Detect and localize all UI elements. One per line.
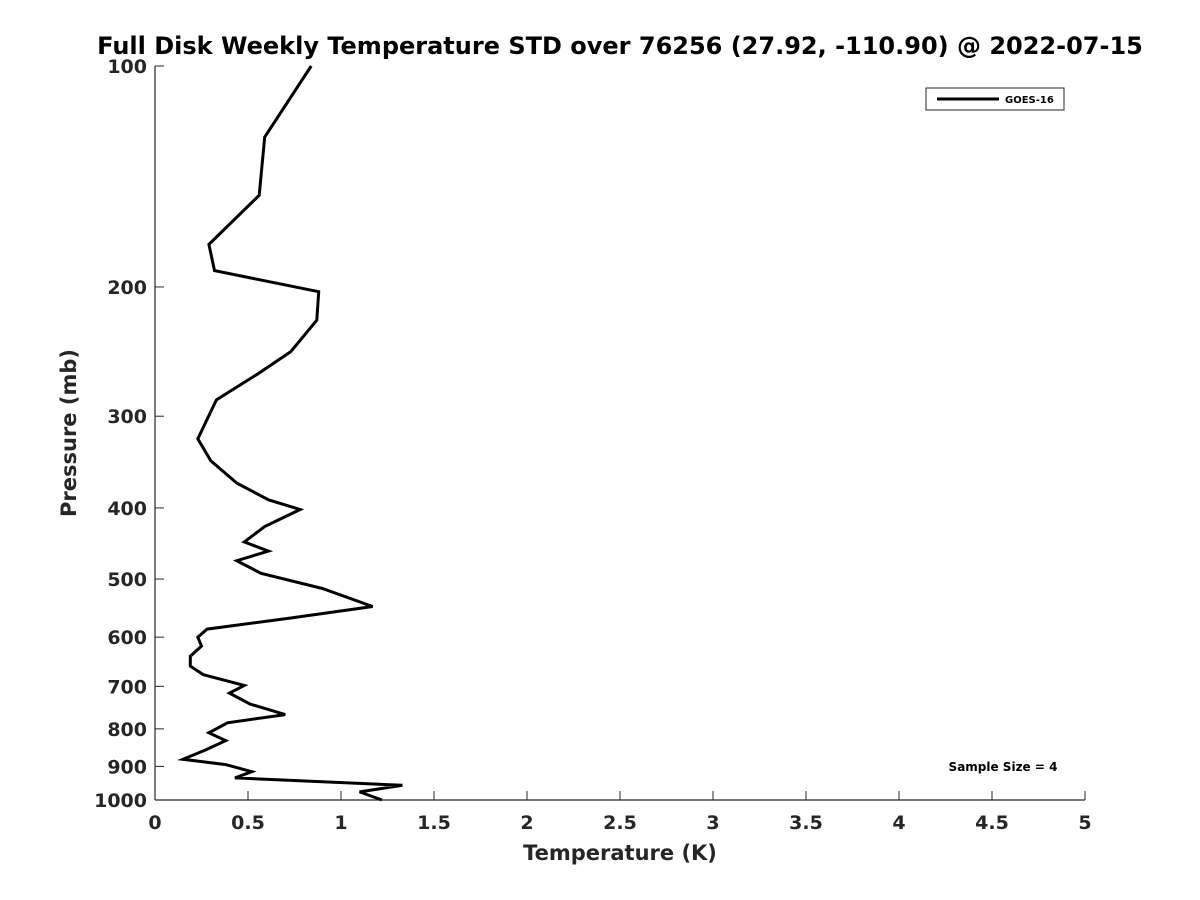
y-tick-label: 600: [107, 627, 147, 649]
x-tick-label: 4: [892, 812, 905, 834]
x-tick-label: 5: [1078, 812, 1091, 834]
x-tick-label: 3.5: [789, 812, 823, 834]
sample-size-annotation: Sample Size = 4: [949, 760, 1058, 774]
y-tick-label: 200: [107, 277, 147, 299]
y-tick-label: 100: [107, 56, 147, 78]
x-tick-label: 0.5: [231, 812, 265, 834]
y-tick-label: 700: [107, 676, 147, 698]
x-tick-label: 1: [334, 812, 347, 834]
y-axis-ticks: 100 200 300 400 500 600 700 800 900 1000: [94, 56, 164, 812]
legend-label-goes16: GOES-16: [1005, 95, 1054, 106]
x-tick-label: 2: [520, 812, 533, 834]
y-tick-label: 800: [107, 719, 147, 741]
x-axis-label: Temperature (K): [523, 841, 717, 865]
x-tick-label: 2.5: [603, 812, 637, 834]
x-tick-label: 3: [706, 812, 719, 834]
y-tick-label: 400: [107, 498, 147, 520]
series-layer: [177, 65, 403, 802]
y-tick-label: 300: [107, 406, 147, 428]
y-axis-label: Pressure (mb): [57, 349, 81, 517]
x-axis-ticks: 0 0.5 1 1.5 2 2.5 3 3.5 4 4.5 5: [148, 791, 1092, 834]
x-tick-label: 4.5: [975, 812, 1009, 834]
y-tick-label: 1000: [94, 790, 147, 812]
x-tick-label: 1.5: [417, 812, 451, 834]
y-tick-label: 500: [107, 569, 147, 591]
y-tick-label: 900: [107, 756, 147, 778]
legend: GOES-16: [925, 87, 1065, 111]
series-line-goes-16: [177, 65, 403, 802]
chart-title: Full Disk Weekly Temperature STD over 76…: [97, 32, 1143, 60]
x-tick-label: 0: [148, 812, 161, 834]
